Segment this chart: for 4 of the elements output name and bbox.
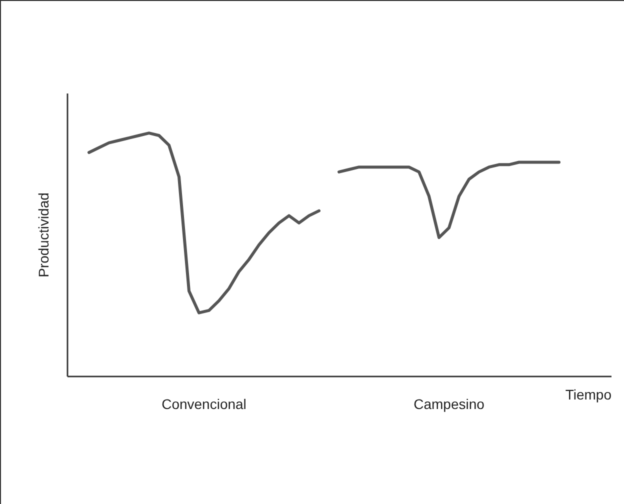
text: Campesino (414, 396, 485, 412)
text: Convencional (162, 396, 246, 412)
y-axis-title: Productividad (36, 192, 52, 278)
x-axis-title: Tiempo (565, 386, 612, 402)
